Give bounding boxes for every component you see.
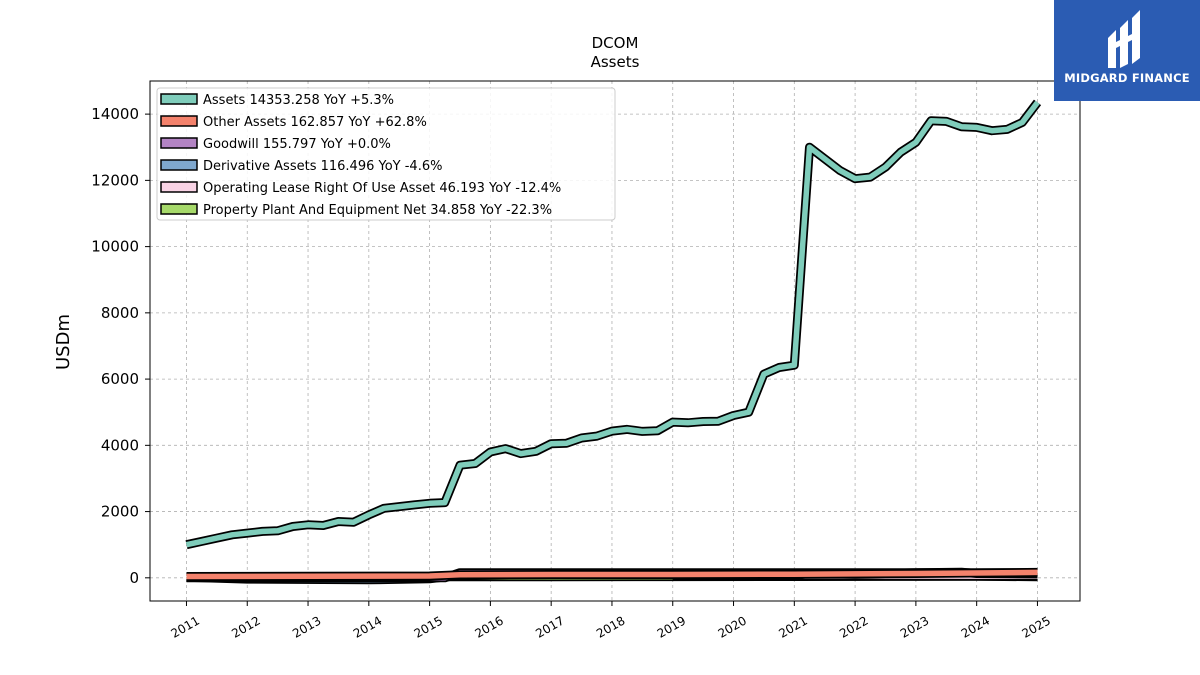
brand-name: MIDGARD FINANCE [1064, 71, 1190, 85]
x-tick-label: 2011 [169, 613, 202, 640]
series-line [186, 567, 1038, 581]
x-tick-label: 2020 [716, 613, 749, 640]
series-line-stroke [186, 569, 1038, 580]
legend-label: Other Assets 162.857 YoY +62.8% [203, 115, 427, 130]
legend-item: Assets 14353.258 YoY +5.3% [160, 93, 394, 108]
legend-label: Assets 14353.258 YoY +5.3% [203, 93, 394, 108]
legend-swatch [160, 203, 198, 215]
x-tick-label: 2025 [1019, 613, 1052, 640]
legend-label: Derivative Assets 116.496 YoY -4.6% [203, 159, 442, 174]
y-tick-label: 10000 [91, 238, 139, 256]
x-tick-label: 2016 [472, 613, 505, 640]
series-line-stroke [185, 100, 1040, 548]
y-tick-label: 12000 [91, 171, 139, 189]
y-tick-label: 4000 [101, 436, 139, 454]
legend: Assets 14353.258 YoY +5.3% Other Assets 1… [156, 87, 616, 221]
legend-swatch [160, 159, 198, 171]
legend-swatch [160, 115, 198, 127]
y-tick-label: 14000 [91, 105, 139, 123]
x-tick-label: 2019 [655, 613, 688, 640]
legend-label: Goodwill 155.797 YoY +0.0% [203, 137, 391, 152]
legend-swatch [160, 137, 198, 149]
x-tick-label: 2024 [959, 613, 992, 640]
series-line [185, 99, 1042, 550]
legend-box [156, 87, 616, 221]
x-tick-label: 2012 [229, 613, 262, 640]
y-axis: 0 2000 4000 6000 8000 10000 12000 14000 [91, 105, 150, 587]
x-tick-label: 2023 [898, 613, 931, 640]
y-tick-label: 6000 [101, 370, 139, 388]
y-tick-label: 0 [129, 569, 139, 587]
plot-frame [149, 80, 1081, 602]
x-tick-label: 2018 [594, 613, 627, 640]
legend-item: Derivative Assets 116.496 YoY -4.6% [160, 159, 442, 174]
x-tick-label: 2022 [837, 613, 870, 640]
chart-title: DCOM [592, 34, 639, 52]
y-tick-label: 8000 [101, 304, 139, 322]
brand-mark-icon [1108, 10, 1140, 68]
chart-subtitle: Assets [591, 53, 640, 71]
legend-swatch [160, 181, 198, 193]
legend-swatch [160, 93, 198, 105]
y-axis-label: USDm [53, 314, 74, 370]
y-tick-label: 2000 [101, 503, 139, 521]
x-axis: 2011 2012 2013 2014 2015 2016 2017 2018 2019 2020… [169, 601, 1053, 641]
x-tick-label: 2015 [412, 613, 445, 640]
legend-label: Property Plant And Equipment Net 34.858 … [203, 203, 552, 218]
series-layer [185, 99, 1042, 585]
legend-item: Other Assets 162.857 YoY +62.8% [160, 115, 427, 130]
legend-item: Goodwill 155.797 YoY +0.0% [160, 137, 391, 152]
legend-item: Property Plant And Equipment Net 34.858 … [160, 203, 552, 218]
brand-logo: MIDGARD FINANCE [1054, 0, 1200, 101]
x-tick-label: 2021 [776, 613, 809, 640]
legend-label: Operating Lease Right Of Use Asset 46.19… [203, 181, 561, 196]
x-tick-label: 2014 [351, 613, 384, 640]
x-tick-label: 2013 [290, 613, 323, 640]
x-tick-label: 2017 [533, 613, 566, 640]
legend-item: Operating Lease Right Of Use Asset 46.19… [160, 181, 561, 196]
